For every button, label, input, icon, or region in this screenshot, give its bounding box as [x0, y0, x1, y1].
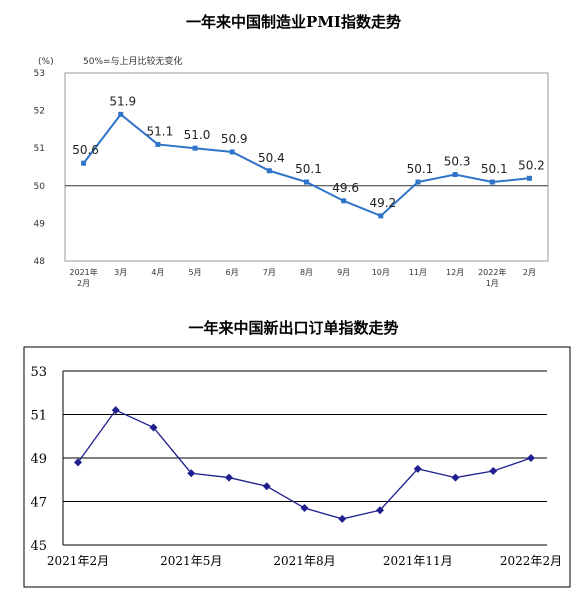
data-point [74, 458, 82, 467]
data-label: 50.9 [221, 132, 248, 146]
data-point [187, 469, 196, 478]
data-point [376, 506, 384, 515]
data-point [415, 179, 421, 185]
y-tick-label: 50 [34, 182, 46, 192]
chart-annotation: 50%=与上月比较无变化 [83, 55, 183, 67]
data-point [155, 141, 161, 147]
y-tick-label: 48 [34, 257, 46, 267]
y-tick-label: 53 [30, 365, 47, 380]
x-tick-label: 3月 [114, 268, 127, 277]
data-point [378, 213, 384, 219]
x-tick-label: 6月 [226, 268, 239, 277]
x-tick-label: 11月 [409, 268, 427, 277]
data-label: 50.2 [518, 158, 545, 172]
x-tick-label: 2022年 1月 [478, 267, 506, 288]
pmi-line-chart: (%) 50%=与上月比较无变化 48 49 50 51 52 53 2021年 2月 3月 4月 5月… [34, 55, 549, 288]
y-unit-label: (%) [38, 57, 54, 67]
data-point [451, 473, 460, 482]
y-tick-label: 51 [34, 144, 45, 154]
y-tick-label: 49 [34, 219, 46, 229]
x-tick-label: 8月 [300, 268, 313, 277]
data-point [489, 179, 495, 185]
data-point [413, 464, 422, 473]
y-tick-label: 51 [30, 409, 47, 424]
x-tick-label: 5月 [188, 268, 201, 277]
data-point [300, 504, 309, 513]
x-tick-label: 2021年2月 [47, 554, 109, 568]
x-tick-label: 2021年8月 [273, 554, 335, 568]
data-label: 49.2 [369, 196, 396, 210]
data-point [341, 198, 347, 204]
y-tick-label: 49 [30, 452, 47, 467]
x-tick-label: 4月 [151, 268, 164, 277]
data-point [527, 454, 535, 462]
data-label: 51.9 [109, 94, 136, 108]
data-point [304, 179, 309, 185]
data-label: 50.4 [258, 151, 285, 165]
x-tick-label: 2月 [523, 268, 536, 277]
data-label: 51.0 [184, 128, 211, 142]
y-tick-label: 47 [30, 496, 47, 511]
data-point [111, 406, 120, 415]
export-orders-line-chart: 45 47 49 51 53 2021年2月 2021年5月 2021年8月 2021年11月 2… [23, 346, 571, 588]
data-label: 50.1 [295, 162, 322, 176]
plot-frame [64, 72, 549, 262]
data-label: 50.3 [444, 155, 471, 169]
data-point [526, 175, 532, 181]
export-orders-chart-title: 一年来中国新出口订单指数走势 [188, 319, 399, 337]
data-label: 50.1 [481, 162, 508, 176]
data-label: 50.1 [407, 162, 434, 176]
x-tick-label: 9月 [337, 268, 350, 277]
data-label: 49.6 [332, 181, 359, 195]
data-label: 51.1 [147, 124, 174, 138]
y-tick-label: 53 [34, 69, 45, 79]
x-tick-label: 2021年5月 [160, 554, 222, 568]
data-point [489, 467, 498, 476]
data-point [452, 172, 458, 178]
y-tick-label: 52 [34, 107, 45, 117]
data-point [149, 423, 158, 432]
data-point [262, 482, 271, 491]
data-point [229, 149, 235, 155]
data-label: 50.6 [72, 143, 99, 157]
data-point [338, 514, 347, 523]
y-tick-label: 45 [30, 539, 47, 554]
x-tick-label: 10月 [372, 268, 390, 277]
x-tick-label: 12月 [446, 268, 464, 277]
data-point [266, 168, 272, 174]
data-point [118, 111, 124, 117]
x-tick-label: 2022年2月 [500, 554, 562, 568]
data-point [81, 160, 87, 166]
pmi-chart-title: 一年来中国制造业PMI指数走势 [186, 13, 401, 31]
data-point [225, 473, 233, 482]
data-point [192, 145, 198, 151]
x-tick-label: 2021年11月 [383, 554, 453, 568]
x-tick-label: 7月 [263, 268, 276, 277]
